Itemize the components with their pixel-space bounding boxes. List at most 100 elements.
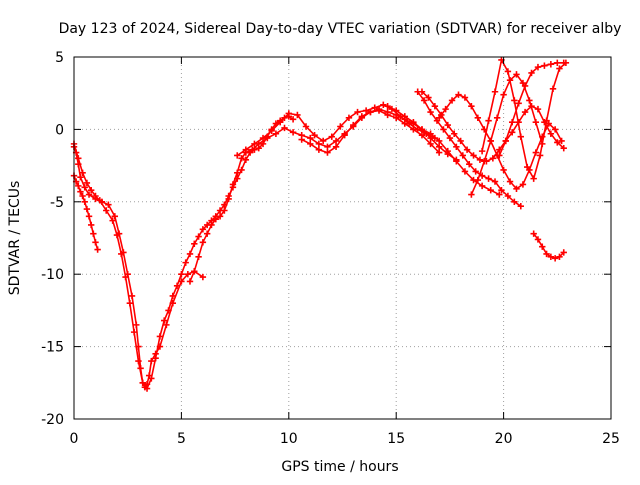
data-point	[526, 97, 533, 104]
series-trace	[470, 73, 544, 196]
data-point	[547, 61, 555, 68]
data-point	[229, 181, 237, 188]
data-point	[289, 129, 297, 136]
data-point	[81, 198, 88, 205]
data-series-arc-12	[478, 56, 570, 182]
data-series-arc-13	[496, 59, 567, 159]
data-point	[83, 179, 91, 187]
y-tick-label: -15	[41, 340, 64, 356]
data-point	[130, 328, 138, 336]
data-point	[221, 207, 228, 214]
data-point	[534, 236, 542, 243]
series-trace	[73, 115, 294, 390]
data-point	[444, 121, 451, 129]
data-point	[208, 221, 215, 229]
data-point	[105, 201, 112, 208]
data-point	[435, 137, 443, 145]
data-point	[148, 357, 155, 365]
data-point	[341, 131, 348, 139]
data-series-arc-9	[414, 88, 524, 210]
data-point	[418, 131, 426, 139]
data-point	[337, 123, 344, 130]
data-point	[294, 111, 301, 119]
data-point	[139, 379, 146, 386]
data-point	[191, 240, 198, 247]
data-point	[491, 88, 499, 95]
data-point	[513, 185, 520, 192]
data-point	[332, 137, 340, 145]
data-point	[435, 114, 443, 122]
data-point	[384, 108, 391, 116]
data-point	[500, 91, 507, 98]
data-point	[513, 71, 520, 78]
data-point	[75, 182, 82, 190]
data-point	[560, 145, 567, 152]
data-point	[524, 163, 531, 171]
data-point	[554, 59, 561, 66]
data-point	[92, 239, 99, 246]
data-point	[259, 134, 267, 142]
data-point	[401, 113, 408, 120]
data-point	[173, 282, 181, 289]
data-point	[425, 94, 432, 101]
y-tick-label: -10	[41, 267, 64, 283]
data-point	[332, 143, 340, 150]
data-point	[435, 149, 443, 156]
data-point	[118, 250, 125, 258]
data-point	[324, 143, 331, 150]
data-point	[272, 130, 280, 137]
data-point	[92, 192, 99, 200]
data-point	[536, 152, 544, 159]
x-tick-label: 15	[387, 431, 405, 447]
data-point	[199, 273, 207, 281]
data-point	[485, 117, 492, 124]
data-point	[448, 97, 456, 104]
y-tick-label: 0	[55, 122, 64, 138]
data-point	[427, 140, 434, 148]
data-point	[435, 143, 443, 150]
data-point	[504, 192, 512, 200]
data-series-arc-1	[70, 172, 101, 253]
data-point	[511, 198, 518, 205]
data-point	[186, 250, 194, 258]
data-point	[530, 175, 537, 182]
data-point	[77, 173, 84, 181]
data-point	[461, 168, 469, 175]
x-tick-label: 25	[602, 431, 620, 447]
data-point	[504, 68, 512, 75]
data-point	[444, 150, 451, 158]
data-point	[440, 126, 447, 133]
data-point	[178, 271, 185, 278]
data-point	[431, 103, 439, 110]
data-point	[169, 292, 177, 300]
data-point	[543, 117, 550, 124]
data-point	[184, 271, 192, 278]
data-point	[126, 299, 134, 307]
data-point	[87, 187, 95, 194]
x-tick-label: 20	[495, 431, 513, 447]
data-point	[515, 100, 522, 107]
data-point	[234, 152, 241, 159]
data-point	[558, 137, 565, 145]
series-trace	[300, 108, 501, 196]
data-point	[362, 107, 370, 114]
data-point	[81, 184, 88, 191]
data-point	[551, 126, 559, 133]
data-point	[539, 243, 546, 250]
data-point	[285, 110, 292, 117]
data-point	[111, 213, 119, 220]
series-layer	[70, 56, 570, 392]
data-point	[191, 268, 198, 275]
x-tick-label: 10	[280, 431, 298, 447]
data-point	[476, 156, 484, 164]
data-point	[345, 114, 353, 122]
data-point	[199, 226, 207, 233]
data-point	[199, 239, 207, 246]
data-point	[491, 178, 499, 185]
data-point	[427, 108, 434, 116]
data-point	[519, 181, 527, 188]
data-point	[289, 116, 297, 123]
data-point	[478, 147, 486, 155]
